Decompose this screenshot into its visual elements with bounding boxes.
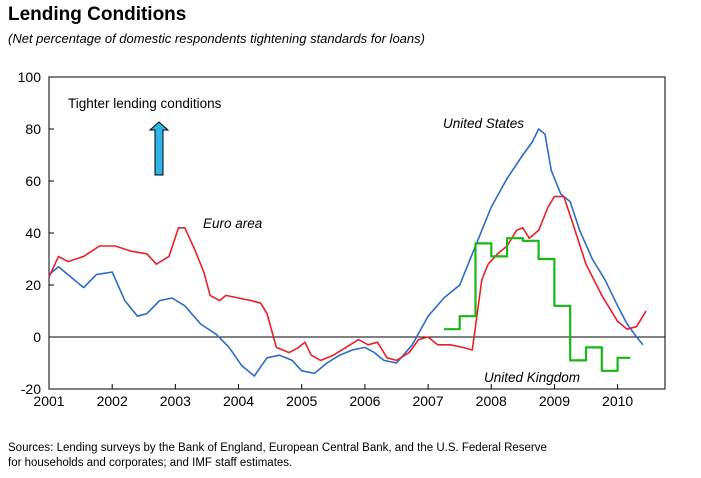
axes: -20 0 20 40 60 80 100 2001 2002 2003 2004 2005 2006 2… [18,69,665,409]
chart-title: Lending Conditions [8,4,187,25]
lending-conditions-chart: -20 0 20 40 60 80 100 2001 2002 2003 2004 2005 2006 2… [18,69,666,409]
series-line-united-kingdom [443,237,631,372]
uk-label: United Kingdom [484,370,580,385]
x-tick-label: 2008 [476,393,507,409]
y-tick-label: 80 [25,121,41,137]
x-tick-label: 2001 [33,393,64,409]
series-line-euro-area [48,195,647,362]
x-tick-label: 2002 [97,393,128,409]
us-label: United States [443,116,524,131]
x-tick-label: 2004 [223,393,254,409]
euro-label: Euro area [203,216,263,231]
x-tick-label: 2009 [539,393,570,409]
x-tick-label: 2003 [160,393,191,409]
up-arrow-icon [148,121,170,176]
y-tick-label: 40 [25,225,41,241]
y-tick-label: 60 [25,173,41,189]
x-tick-label: 2005 [286,393,317,409]
source-note: Sources: Lending surveys by the Bank of … [8,441,698,471]
plot-frame [48,76,666,390]
y-tick-label: -20 [21,381,41,397]
source-line-1: Sources: Lending surveys by the Bank of … [8,442,547,454]
y-tick-label: 20 [25,277,41,293]
x-tick-label: 2010 [602,393,633,409]
y-tick-label: 100 [18,69,42,85]
x-tick-label: 2006 [349,393,380,409]
x-tick-label: 2007 [412,393,443,409]
series-group [48,128,647,377]
series-line-united-states [48,128,644,377]
arrow-label: Tighter lending conditions [68,96,222,111]
source-line-2: for households and corporates; and IMF s… [8,457,293,469]
chart-subtitle: (Net percentage of domestic respondents … [8,31,425,46]
y-tick-label: 0 [33,329,41,345]
